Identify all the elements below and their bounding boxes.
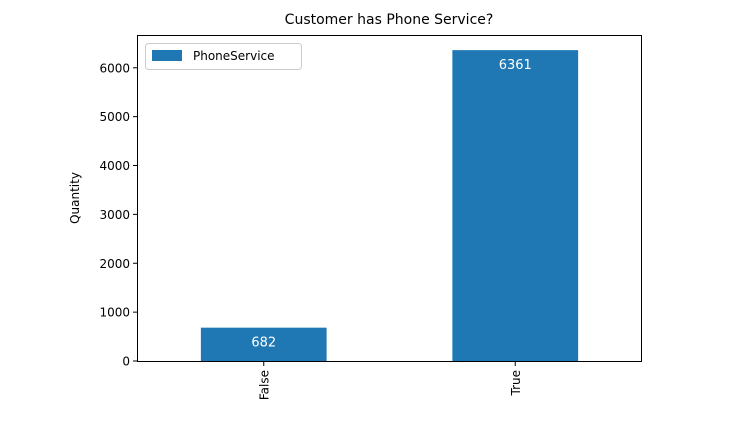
bars: 682 6361	[200, 50, 579, 362]
y-tick-label: 1000	[99, 306, 130, 320]
x-tick-label: True	[509, 370, 523, 397]
y-tick-label: 5000	[99, 110, 130, 124]
y-tick-label: 2000	[99, 257, 130, 271]
legend-label: PhoneService	[193, 49, 275, 63]
y-tick-label: 4000	[99, 159, 130, 173]
bar-true	[452, 50, 579, 362]
plot-frame	[137, 35, 642, 362]
y-axis: 0 1000 2000 3000 4000 5000 6000	[99, 61, 138, 369]
x-tick-label: False	[257, 370, 271, 400]
chart-title: Customer has Phone Service?	[285, 12, 494, 28]
bar-value-label: 682	[251, 336, 276, 351]
legend-swatch	[152, 50, 182, 61]
y-tick-label: 0	[122, 355, 130, 369]
y-axis-label: Quantity	[68, 172, 82, 224]
y-tick-label: 6000	[99, 61, 130, 75]
y-tick-label: 3000	[99, 208, 130, 222]
bar-false	[200, 327, 327, 361]
legend-box	[145, 43, 302, 70]
x-axis: False True	[257, 361, 523, 400]
legend: PhoneService	[145, 43, 302, 70]
bar-value-label: 6361	[499, 58, 532, 73]
